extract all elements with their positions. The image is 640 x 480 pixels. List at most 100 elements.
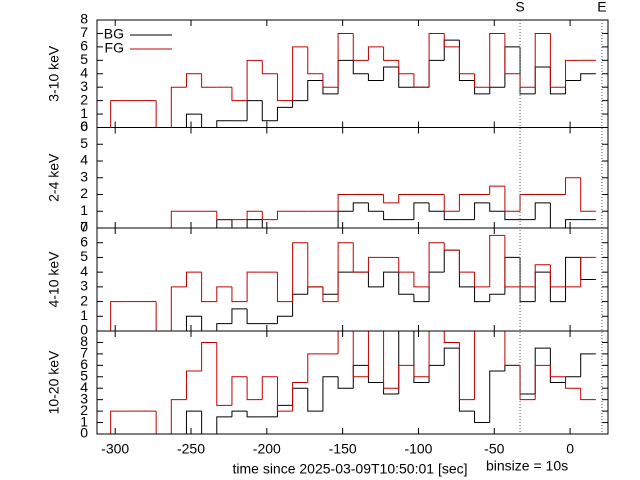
step-segment — [413, 365, 430, 378]
step-segment — [565, 177, 581, 195]
y-axis-label: 4-10 keV — [46, 251, 62, 308]
step-segment — [519, 365, 536, 401]
step-segment — [261, 211, 278, 221]
step-segment — [246, 100, 263, 121]
step-segment — [246, 210, 263, 220]
step-segment — [110, 100, 126, 128]
step-segment — [292, 242, 308, 302]
step-segment — [292, 100, 308, 108]
step-segment — [170, 286, 187, 331]
step-segment — [261, 60, 278, 75]
step-segment — [231, 87, 248, 102]
step-segment — [443, 331, 460, 343]
x-tick-label: -300 — [101, 441, 129, 457]
step-segment — [276, 210, 293, 220]
y-tick-label: 0 — [80, 322, 88, 338]
step-segment — [231, 286, 248, 303]
x-tick-label: 0 — [566, 441, 574, 457]
step-segment — [489, 234, 505, 287]
step-segment — [565, 256, 581, 302]
step-segment — [216, 416, 232, 434]
step-segment — [458, 250, 475, 288]
y-tick-label: 0 — [80, 425, 88, 441]
step-segment — [534, 364, 551, 400]
step-segment — [307, 388, 323, 412]
step-segment — [383, 271, 399, 287]
y-tick-label: 3 — [80, 168, 88, 184]
step-segment — [443, 347, 460, 366]
y-tick-label: 5 — [80, 367, 88, 383]
step-segment — [443, 33, 460, 48]
y-tick-label: 1 — [80, 202, 88, 218]
step-segment — [565, 219, 581, 228]
step-segment — [216, 286, 232, 302]
step-segment — [185, 370, 202, 400]
step-segment — [185, 271, 202, 287]
step-segment — [549, 33, 566, 88]
step-segment — [489, 86, 505, 94]
step-segment — [504, 33, 521, 75]
step-segment — [565, 79, 581, 94]
legend-label: FG — [105, 40, 124, 56]
step-segment — [155, 411, 172, 434]
step-segment — [185, 315, 202, 331]
step-segment — [216, 120, 232, 128]
step-segment — [322, 376, 339, 412]
step-segment — [534, 202, 551, 220]
x-tick-label: -150 — [329, 441, 357, 457]
step-segment — [337, 32, 354, 88]
step-segment — [352, 33, 369, 61]
panel-frame — [96, 127, 609, 229]
step-segment — [276, 315, 293, 324]
step-segment — [367, 330, 384, 377]
step-segment — [383, 66, 399, 81]
step-segment — [367, 256, 384, 273]
step-segment — [216, 323, 232, 331]
y-tick-label: 1 — [80, 105, 88, 121]
y-tick-label: 6 — [80, 356, 88, 372]
step-segment — [201, 316, 217, 331]
step-segment — [201, 114, 217, 128]
step-segment — [489, 185, 505, 195]
panel-frame — [96, 330, 609, 435]
step-segment — [519, 257, 536, 303]
step-segment — [170, 86, 187, 128]
step-segment — [413, 272, 430, 288]
step-segment — [534, 264, 551, 287]
y-tick-label: 2 — [80, 292, 88, 308]
step-segment — [307, 242, 323, 288]
step-segment — [261, 219, 278, 228]
step-segment — [367, 46, 384, 61]
step-segment — [367, 73, 384, 81]
step-segment — [549, 202, 566, 228]
step-segment — [216, 211, 232, 221]
step-segment — [474, 330, 490, 400]
step-segment — [398, 257, 414, 273]
step-segment — [398, 67, 414, 88]
step-segment — [307, 353, 323, 383]
y-tick-label: 5 — [80, 135, 88, 151]
y-tick-label: 8 — [80, 11, 88, 27]
step-segment — [474, 202, 490, 220]
step-segment — [322, 286, 339, 303]
step-segment — [534, 271, 551, 302]
x-tick-label: -200 — [253, 441, 281, 457]
step-segment — [367, 272, 384, 288]
y-tick-label: 7 — [80, 219, 88, 235]
binsize-note: binsize = 10s — [486, 458, 568, 474]
step-segment — [443, 249, 460, 273]
step-segment — [504, 235, 521, 288]
step-segment — [231, 308, 248, 324]
y-tick-label: 5 — [80, 51, 88, 67]
step-segment — [549, 264, 566, 288]
step-segment — [428, 364, 445, 383]
step-segment — [458, 194, 475, 212]
step-segment — [458, 250, 475, 273]
step-segment — [398, 194, 414, 203]
step-segment — [504, 46, 521, 88]
step-segment — [292, 293, 308, 317]
step-segment — [413, 202, 430, 220]
step-segment — [428, 59, 445, 88]
y-tick-label: 6 — [80, 38, 88, 54]
step-segment — [307, 286, 323, 295]
